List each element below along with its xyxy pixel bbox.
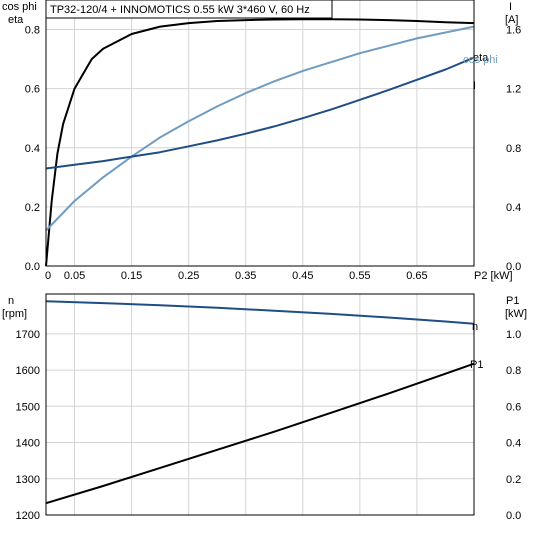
top-grid	[46, 0, 474, 266]
legend-i: I	[473, 80, 476, 92]
top-left-axis-label-2: eta	[8, 14, 24, 26]
left-tick-label: 1400	[16, 438, 40, 450]
x-tick-label: 0	[45, 270, 51, 282]
legend-cos-phi: cos phi	[463, 54, 498, 66]
x-tick-label: 0.45	[292, 270, 313, 282]
right-tick-label: 0.4	[506, 202, 521, 214]
legend-p1: P1	[470, 359, 483, 371]
top-right-axis-label-1: I	[509, 1, 512, 13]
left-tick-label: 0.8	[25, 25, 40, 37]
left-tick-label: 0.0	[25, 261, 40, 273]
left-tick-label: 0.2	[25, 202, 40, 214]
tick-labels: 0.0 0.2 0.4 0.6 0.8 0.0 0.4 0.8 1.2 1.6 0 0.05 0.15 0…	[16, 25, 522, 522]
right-tick-label: 0.8	[506, 365, 521, 377]
x-tick-label: 0.55	[349, 270, 370, 282]
right-tick-label: 0.6	[506, 401, 521, 413]
right-tick-label: 1.2	[506, 84, 521, 96]
series-line-cos-phi	[45, 25, 475, 232]
bottom-grid	[46, 294, 474, 515]
series-line-i	[45, 56, 475, 170]
series-line-p1	[45, 362, 475, 505]
top-series	[45, 18, 475, 267]
bottom-series	[45, 300, 475, 505]
left-tick-label: 1300	[16, 474, 40, 486]
series-line-n	[45, 300, 475, 325]
bottom-left-axis-label-1: n	[8, 295, 14, 307]
x-tick-label: 0.05	[64, 270, 85, 282]
left-tick-label: 1500	[16, 401, 40, 413]
chart-title: TP32-120/4 + INNOMOTICS 0.55 kW 3*460 V,…	[50, 4, 310, 16]
bottom-right-axis-label-2: [kW]	[505, 308, 527, 320]
top-right-axis-label-2: [A]	[505, 14, 518, 26]
top-plot-frame	[45, 0, 475, 267]
right-tick-label: 1.0	[506, 329, 521, 341]
right-tick-label: 0.0	[506, 510, 521, 522]
x-tick-label: P2 [kW]	[474, 270, 513, 282]
bottom-right-axis-label-1: P1	[506, 295, 519, 307]
x-tick-label: 0.35	[235, 270, 256, 282]
legend-eta: eta	[473, 52, 489, 64]
right-tick-label: 1.6	[506, 25, 521, 37]
right-tick-label: 0.0	[506, 261, 521, 273]
left-tick-label: 0.6	[25, 84, 40, 96]
x-tick-label: 0.15	[121, 270, 142, 282]
x-tick-label: 0.25	[178, 270, 199, 282]
bottom-plot-frame	[45, 293, 475, 516]
bottom-left-axis-label-2: [rpm]	[2, 308, 27, 320]
right-tick-label: 0.2	[506, 474, 521, 486]
right-tick-label: 0.4	[506, 438, 521, 450]
series-line-eta	[45, 18, 475, 267]
top-left-axis-label-1: cos phi	[2, 1, 37, 13]
left-tick-label: 1700	[16, 329, 40, 341]
right-tick-label: 0.8	[506, 143, 521, 155]
chart-title-box	[45, 0, 333, 19]
left-tick-label: 1600	[16, 365, 40, 377]
legend-n: n	[472, 321, 478, 333]
left-tick-label: 1200	[16, 510, 40, 522]
x-tick-label: 0.65	[406, 270, 427, 282]
left-tick-label: 0.4	[25, 143, 40, 155]
